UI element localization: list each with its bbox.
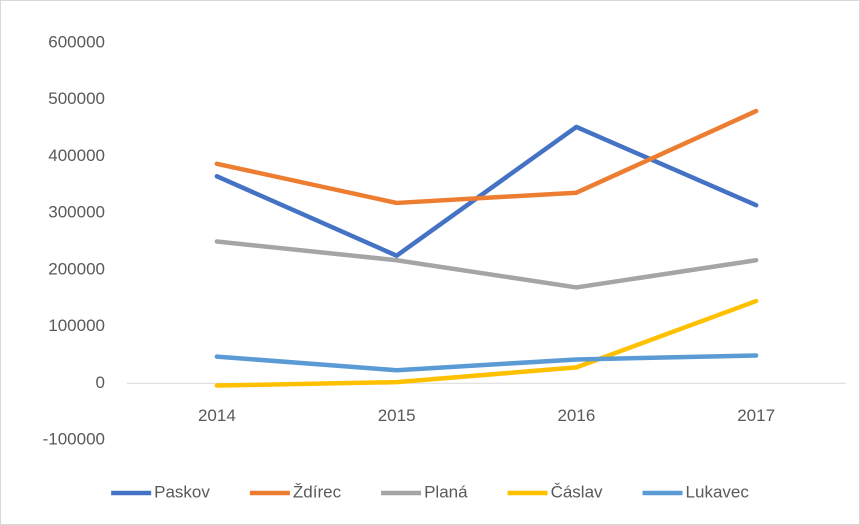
y-tick-label: 0 [96, 373, 105, 392]
series-line [214, 298, 759, 388]
y-tick-label: 500000 [48, 89, 105, 108]
y-tick-label: 100000 [48, 316, 105, 335]
legend-label: Čáslav [551, 482, 603, 501]
series-line [214, 353, 759, 373]
series-line [214, 239, 759, 290]
y-tick-label: 400000 [48, 146, 105, 165]
y-tick-label: 600000 [48, 32, 105, 51]
legend-label: Lukavec [686, 482, 750, 501]
legend-label: Paskov [154, 482, 210, 501]
y-tick-label: -100000 [43, 429, 105, 448]
x-tick-label: 2015 [378, 406, 416, 425]
x-tick-label: 2016 [557, 406, 595, 425]
legend-label: Planá [424, 482, 468, 501]
legend-label: Ždírec [293, 482, 342, 501]
y-tick-label: 300000 [48, 203, 105, 222]
x-tick-label: 2017 [737, 406, 775, 425]
y-tick-label: 200000 [48, 259, 105, 278]
series-line [214, 108, 759, 206]
series-line [214, 124, 759, 258]
x-tick-label: 2014 [198, 406, 236, 425]
